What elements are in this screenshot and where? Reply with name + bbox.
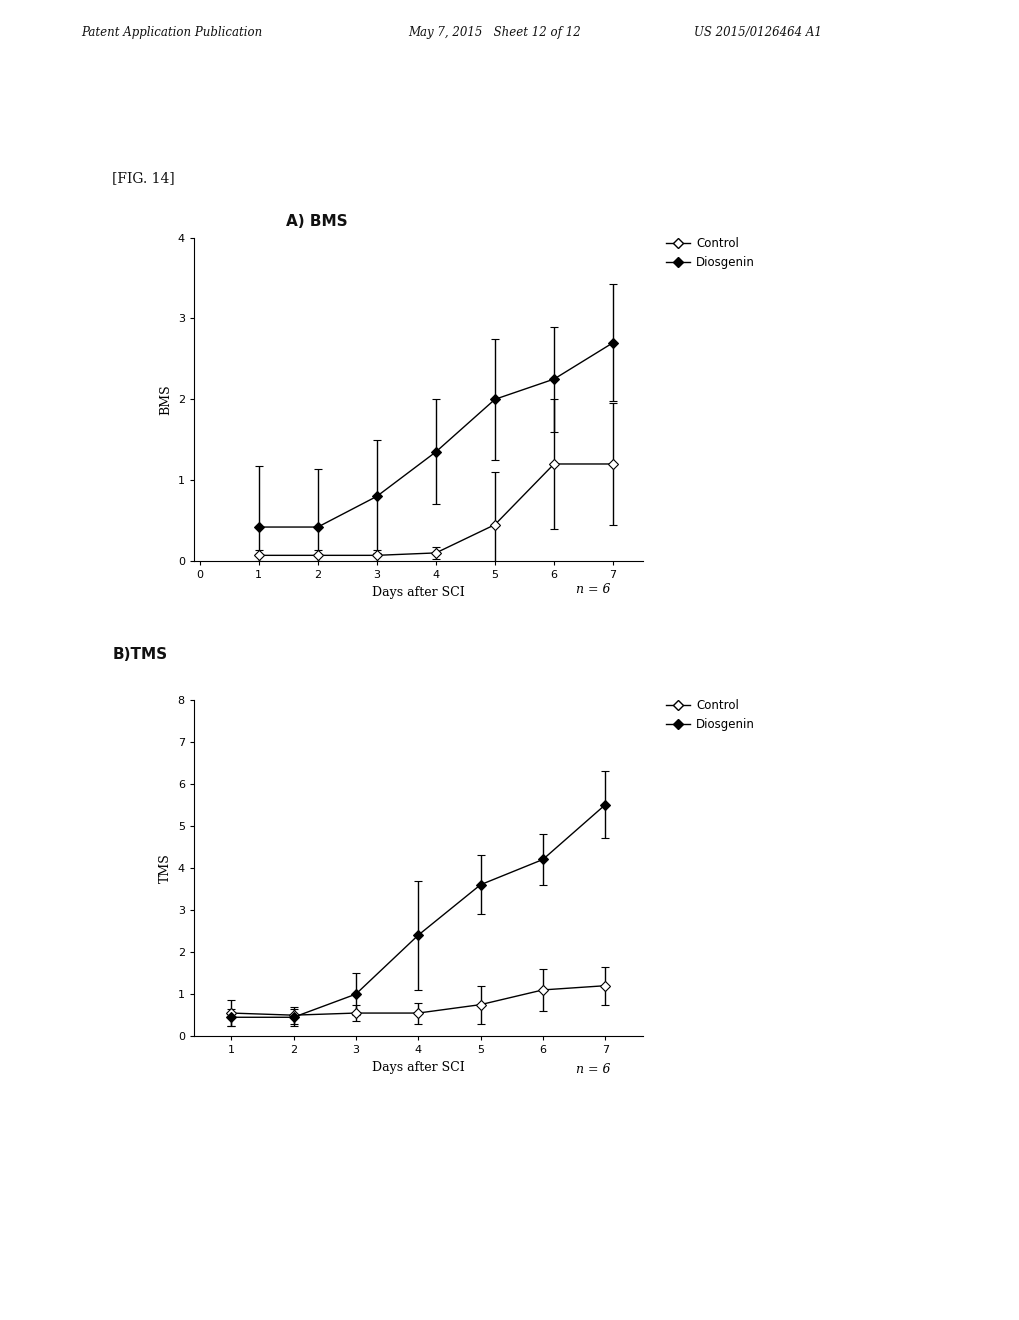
- Text: May 7, 2015   Sheet 12 of 12: May 7, 2015 Sheet 12 of 12: [408, 26, 580, 40]
- X-axis label: Days after SCI: Days after SCI: [372, 586, 464, 598]
- Text: A) BMS: A) BMS: [285, 214, 346, 228]
- Legend: Control, Diosgenin: Control, Diosgenin: [665, 698, 754, 731]
- Text: US 2015/0126464 A1: US 2015/0126464 A1: [693, 26, 820, 40]
- Text: [FIG. 14]: [FIG. 14]: [112, 172, 175, 186]
- Text: n = 6: n = 6: [576, 1063, 610, 1076]
- Y-axis label: TMS: TMS: [159, 853, 172, 883]
- Legend: Control, Diosgenin: Control, Diosgenin: [665, 238, 754, 269]
- Text: n = 6: n = 6: [576, 583, 610, 597]
- Y-axis label: BMS: BMS: [159, 384, 172, 414]
- Text: B)TMS: B)TMS: [112, 647, 167, 661]
- Text: Patent Application Publication: Patent Application Publication: [82, 26, 263, 40]
- X-axis label: Days after SCI: Days after SCI: [372, 1061, 464, 1073]
